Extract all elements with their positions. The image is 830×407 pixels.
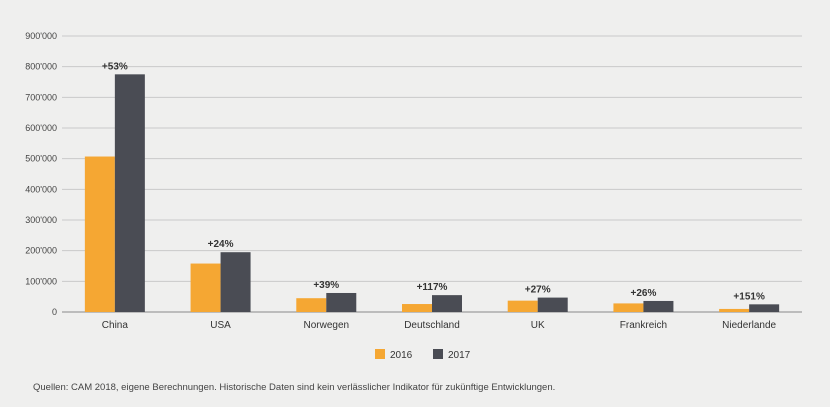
source-footnote: Quellen: CAM 2018, eigene Berechnungen. … (33, 382, 555, 393)
gridlines (62, 35, 802, 313)
growth-label: +53% (102, 61, 128, 72)
growth-label: +117% (417, 282, 448, 293)
legend-label-2017: 2017 (448, 350, 471, 361)
bar-2016-deutschland (402, 304, 432, 312)
bar-2016-usa (190, 263, 221, 312)
category-label: China (102, 320, 129, 331)
y-tick-label: 100'000 (25, 276, 57, 286)
bar-2016-frankreich (613, 303, 644, 312)
category-label: Deutschland (404, 320, 460, 331)
bar-2017-deutschland (432, 295, 462, 312)
bar-2016-china (84, 156, 115, 312)
y-tick-label: 300'000 (25, 215, 57, 225)
y-tick-label: 400'000 (25, 184, 57, 194)
y-tick-label: 500'000 (25, 154, 57, 164)
y-tick-label: 900'000 (25, 31, 57, 41)
category-label: Frankreich (620, 320, 667, 331)
y-tick-label: 200'000 (25, 246, 57, 256)
y-axis-ticks: 0 100'000 200'000 300'000 400'000 500'000 600'… (25, 31, 57, 317)
bar-2017-china (114, 74, 145, 312)
category-label: Norwegen (303, 320, 349, 331)
growth-label: +24% (208, 239, 234, 250)
growth-label: +27% (525, 285, 551, 296)
y-tick-label: 800'000 (25, 62, 57, 72)
category-label: USA (210, 320, 231, 331)
category-label: Niederlande (722, 320, 776, 331)
bar-2017-niederlande (749, 304, 780, 312)
y-tick-label: 0 (52, 307, 57, 317)
y-tick-label: 600'000 (25, 123, 57, 133)
bar-2017-frankreich (643, 300, 674, 312)
data-labels: +53% +24% +39% +117% +27% +26% +151% (102, 61, 765, 302)
growth-label: +39% (313, 280, 339, 291)
x-axis-categories: China USA Norwegen Deutschland UK Frankreich N… (102, 320, 777, 331)
growth-label: +26% (630, 288, 656, 299)
bar-2017-norwegen (326, 292, 357, 312)
bar-2016-uk (507, 300, 538, 312)
growth-label: +151% (733, 291, 765, 302)
legend-label-2016: 2016 (390, 350, 413, 361)
legend: 2016 2017 (375, 349, 471, 361)
bar-2017-usa (220, 252, 251, 312)
category-label: UK (531, 320, 545, 331)
legend-swatch-2017 (433, 349, 443, 359)
bar-2017-uk (537, 297, 568, 312)
y-tick-label: 700'000 (25, 92, 57, 102)
legend-swatch-2016 (375, 349, 385, 359)
bar-2016-niederlande (719, 308, 750, 312)
bar-2016-norwegen (296, 298, 327, 312)
bars (84, 74, 780, 312)
